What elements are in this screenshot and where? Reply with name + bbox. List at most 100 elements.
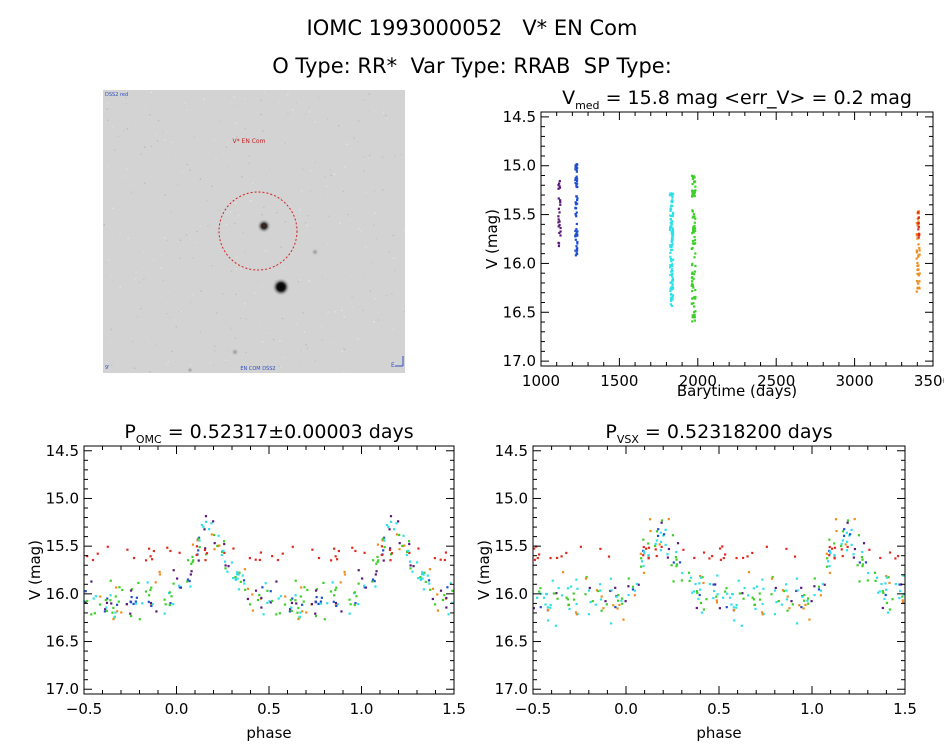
sky-noise-pixel <box>211 265 213 267</box>
data-point <box>343 573 347 576</box>
sky-noise-pixel <box>161 277 164 280</box>
data-point <box>659 531 662 534</box>
data-point <box>782 589 786 593</box>
data-point <box>891 598 894 601</box>
data-point <box>334 601 338 605</box>
data-point <box>336 603 339 606</box>
data-point <box>549 603 552 607</box>
data-point <box>693 256 696 259</box>
sky-noise-pixel <box>110 328 113 331</box>
data-point <box>800 586 803 589</box>
sky-noise-pixel <box>393 297 395 299</box>
data-point <box>669 192 672 195</box>
data-point <box>840 544 843 548</box>
data-point <box>861 565 864 568</box>
sky-noise-pixel <box>358 121 360 123</box>
data-point <box>671 194 674 198</box>
data-point <box>154 581 157 584</box>
data-point <box>691 239 695 243</box>
y-tick-label: 17.0 <box>495 680 528 698</box>
data-point <box>243 568 247 571</box>
data-point <box>283 603 287 606</box>
sky-noise-pixel <box>235 202 237 204</box>
data-point <box>693 270 696 273</box>
sky-noise-pixel <box>369 154 371 157</box>
data-point <box>196 539 199 542</box>
sky-noise-pixel <box>392 327 394 330</box>
data-point <box>433 557 436 560</box>
x-tick-label: 1500 <box>600 372 638 390</box>
chart-title: Vmed = 15.8 mag <err_V> = 0.2 mag <box>562 87 912 112</box>
data-point <box>409 564 412 567</box>
data-point <box>901 599 904 602</box>
data-point <box>719 547 722 550</box>
sky-noise-pixel <box>218 209 220 212</box>
data-point <box>825 552 828 555</box>
sky-noise-pixel <box>245 351 247 354</box>
x-tick-label: −0.5 <box>515 700 551 718</box>
data-point <box>191 555 194 559</box>
sky-noise-pixel <box>334 311 336 313</box>
data-point <box>791 603 794 606</box>
sky-noise-pixel <box>332 342 335 344</box>
data-point <box>918 249 921 252</box>
data-point <box>721 545 724 548</box>
sky-noise-pixel <box>130 285 133 287</box>
data-point <box>549 606 552 609</box>
sky-noise-pixel <box>177 183 179 186</box>
data-point <box>589 601 592 604</box>
data-point <box>692 213 696 216</box>
data-point <box>279 595 283 598</box>
sky-noise-pixel <box>166 312 168 315</box>
data-point <box>566 587 570 590</box>
chart-title: POMC = 0.52317±0.00003 days <box>124 421 413 446</box>
data-point <box>213 542 216 545</box>
data-point <box>724 590 727 593</box>
data-point <box>421 571 424 574</box>
data-point <box>116 610 119 613</box>
x-tick-label: 3500 <box>914 372 944 390</box>
data-point <box>320 596 323 599</box>
data-point <box>323 618 326 621</box>
data-point <box>575 215 578 218</box>
data-point <box>694 217 697 220</box>
data-point <box>576 177 579 180</box>
data-point <box>426 574 429 577</box>
sky-noise-pixel <box>186 109 188 111</box>
sky-noise-pixel <box>321 277 324 279</box>
data-point <box>615 595 618 598</box>
sky-noise-pixel <box>112 241 115 243</box>
data-point <box>857 534 861 537</box>
data-point <box>886 611 890 614</box>
data-point <box>675 565 678 568</box>
data-point <box>712 583 715 586</box>
sky-noise-pixel <box>110 275 112 278</box>
data-point <box>132 602 135 606</box>
data-point <box>315 595 318 599</box>
data-point <box>447 613 450 616</box>
sky-noise-pixel <box>373 349 376 351</box>
sky-noise-pixel <box>195 269 197 271</box>
sky-noise-pixel <box>330 174 332 176</box>
data-point <box>669 255 672 258</box>
sky-noise-pixel <box>328 215 330 217</box>
data-point <box>671 196 674 199</box>
target-star <box>257 219 271 233</box>
sky-noise-pixel <box>111 364 113 366</box>
data-point <box>94 595 98 598</box>
data-point <box>722 556 725 560</box>
data-point <box>115 603 119 606</box>
data-point <box>915 249 918 252</box>
data-point <box>708 557 711 560</box>
data-point <box>728 596 732 599</box>
data-point <box>132 556 136 560</box>
data-point <box>671 212 675 216</box>
sky-noise-pixel <box>314 121 316 123</box>
sky-noise-pixel <box>291 180 293 182</box>
data-point <box>439 558 442 561</box>
sky-noise-pixel <box>362 309 364 311</box>
data-point <box>669 287 672 291</box>
sky-noise-pixel <box>223 208 226 210</box>
sky-noise-pixel <box>150 145 152 147</box>
data-point <box>208 528 211 531</box>
